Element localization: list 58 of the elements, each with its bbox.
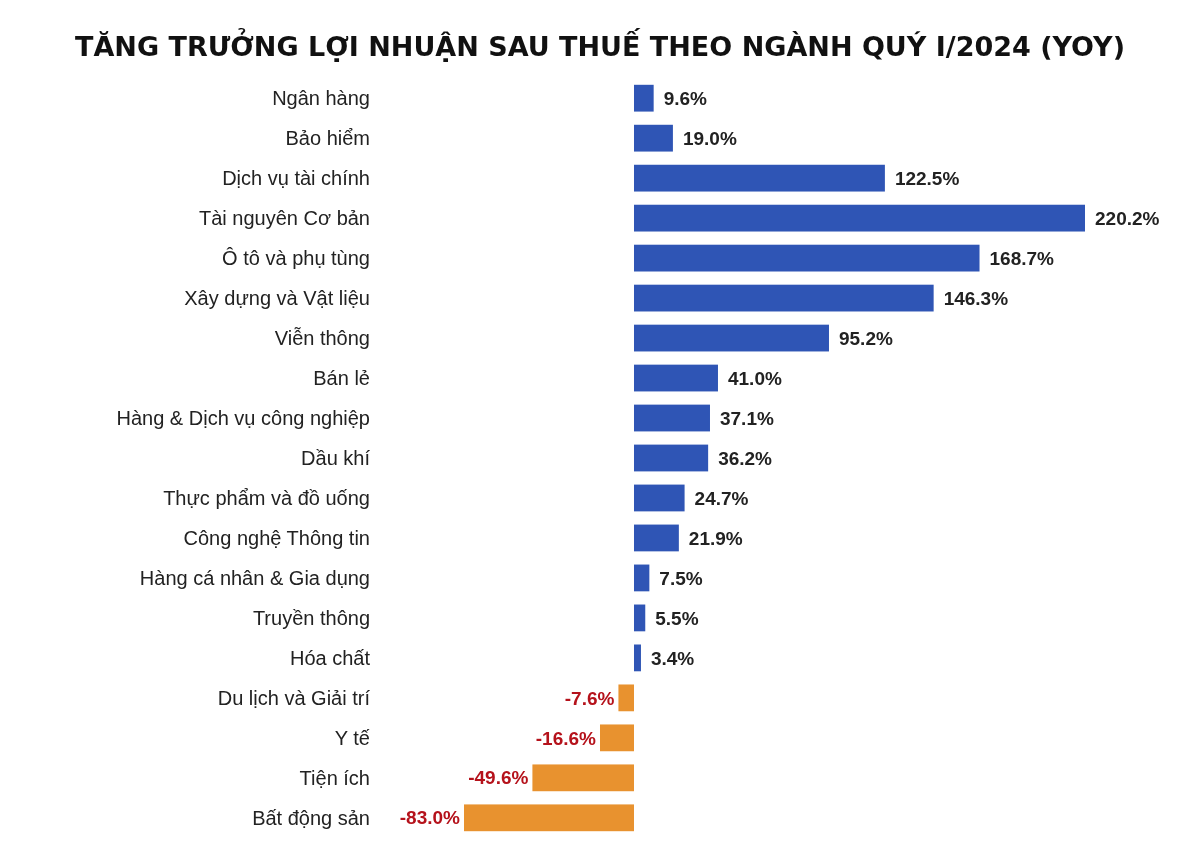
bar (634, 404, 710, 432)
y-tick-label: Bất động sản (252, 806, 370, 829)
data-label: 41.0% (727, 367, 782, 389)
bar (634, 244, 980, 272)
chart-title: TĂNG TRƯỞNG LỢI NHUẬN SAU THUẾ THEO NGÀNH QUÝ I/2024 (YOY) (75, 27, 1125, 62)
data-label: 146.3% (943, 287, 1009, 309)
bar (600, 724, 634, 752)
y-tick-label: Tiện ích (299, 766, 370, 789)
data-label: 7.5% (659, 567, 703, 589)
bar (532, 764, 634, 792)
data-label: 168.7% (989, 247, 1055, 269)
data-label: 24.7% (694, 487, 749, 509)
y-tick-label: Bán lẻ (313, 367, 370, 390)
data-label: 9.6% (663, 87, 708, 109)
y-tick-label: Tài nguyên Cơ bản (199, 207, 370, 230)
y-tick-label: Truyền thông (252, 606, 370, 629)
bar (634, 524, 679, 552)
bar (634, 204, 1085, 232)
bar (464, 804, 634, 832)
data-label: 3.4% (650, 647, 695, 669)
data-label: -83.0% (399, 807, 461, 829)
y-tick-label: Thực phẩm và đồ uống (163, 486, 370, 509)
data-label: 21.9% (688, 527, 743, 549)
bar (634, 324, 829, 352)
bar (634, 364, 718, 392)
data-label: 36.2% (718, 447, 773, 469)
y-tick-label: Viễn thông (274, 327, 370, 350)
y-tick-label: Bảo hiểm (285, 127, 370, 150)
y-tick-label: Xây dựng và Vật liệu (184, 287, 370, 310)
data-label: -16.6% (535, 727, 597, 749)
bar (634, 284, 934, 312)
y-tick-label: Hàng cá nhân & Gia dụng (139, 566, 370, 589)
y-tick-label: Ngân hàng (272, 87, 370, 110)
bar (634, 444, 709, 472)
bar (618, 684, 634, 712)
bar (634, 164, 885, 192)
bar (634, 604, 646, 632)
y-tick-label: Y tế (334, 726, 370, 749)
y-tick-label: Hóa chất (289, 646, 371, 669)
y-tick-label: Du lịch và Giải trí (217, 686, 371, 709)
bar (634, 564, 650, 592)
y-tick-label: Hàng & Dịch vụ công nghiệp (116, 407, 370, 430)
data-label: -7.6% (564, 687, 615, 709)
data-label: -49.6% (468, 767, 529, 789)
bar (634, 484, 685, 512)
y-tick-label: Dầu khí (301, 447, 371, 469)
data-label: 122.5% (894, 167, 960, 189)
data-label: 19.0% (682, 127, 737, 149)
data-label: 220.2% (1095, 207, 1160, 229)
data-label: 37.1% (719, 407, 774, 429)
bar (634, 84, 654, 112)
y-tick-label: Dịch vụ tài chính (222, 167, 370, 190)
y-tick-label: Ô tô và phụ tùng (222, 247, 370, 270)
bar (634, 644, 641, 672)
y-tick-label: Công nghệ Thông tin (183, 526, 370, 549)
bar (634, 124, 673, 152)
data-label: 5.5% (655, 607, 699, 629)
data-label: 95.2% (838, 327, 893, 349)
